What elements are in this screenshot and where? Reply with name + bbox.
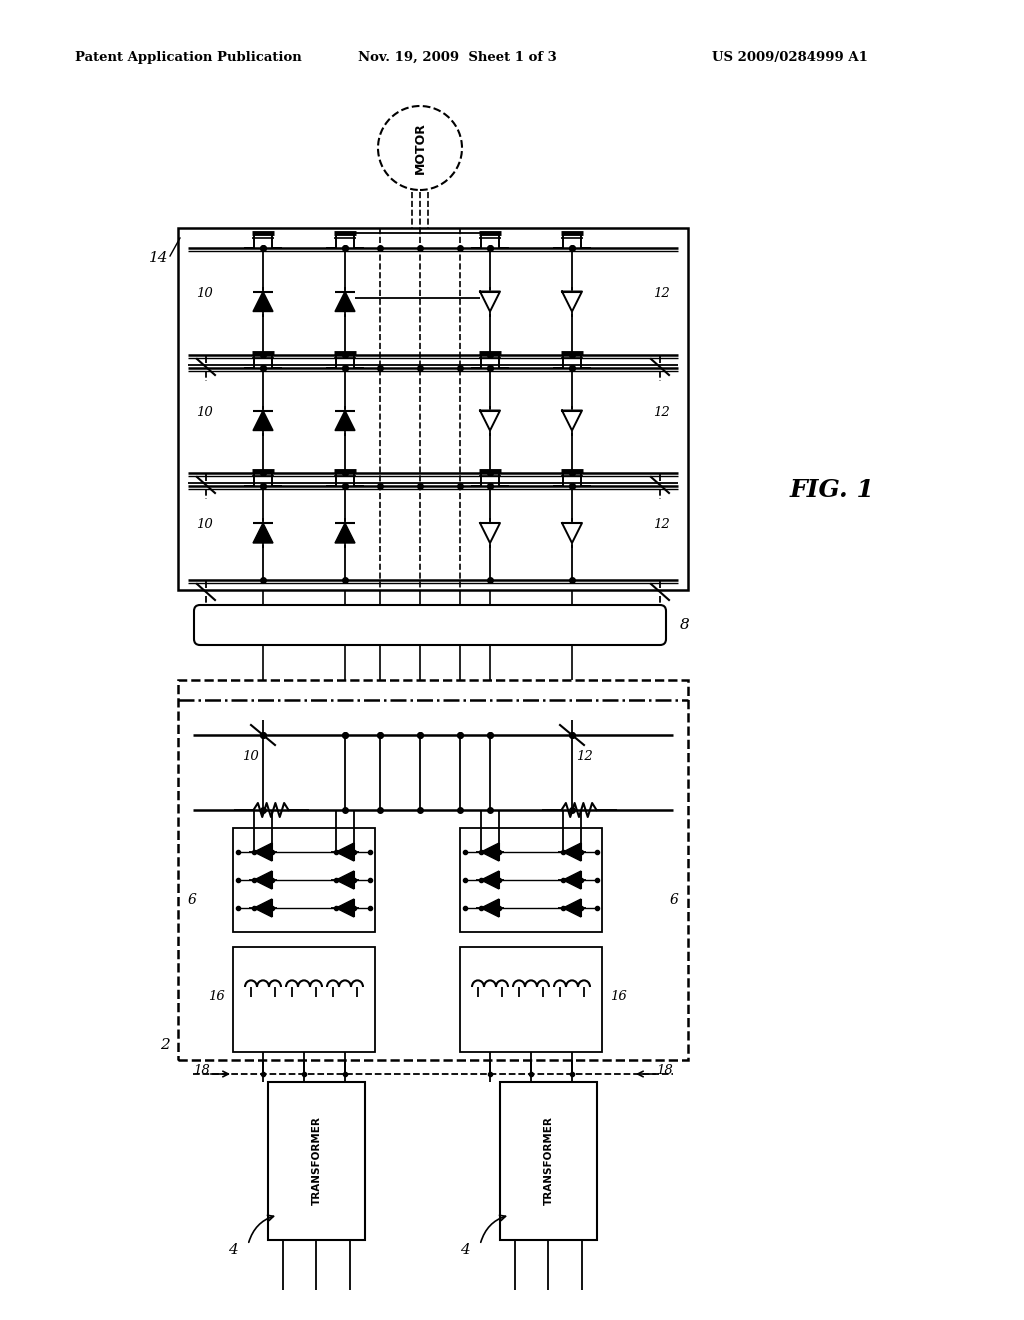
Text: 10: 10: [196, 519, 213, 532]
Polygon shape: [563, 843, 581, 861]
Bar: [460, 828, 602, 932]
Polygon shape: [481, 871, 499, 888]
Text: 14: 14: [148, 251, 168, 265]
Polygon shape: [254, 899, 272, 917]
Text: Patent Application Publication: Patent Application Publication: [75, 50, 302, 63]
Text: TRANSFORMER: TRANSFORMER: [544, 1117, 554, 1205]
Polygon shape: [481, 843, 499, 861]
Text: FIG. 1: FIG. 1: [790, 478, 874, 502]
Polygon shape: [336, 899, 354, 917]
Text: 12: 12: [653, 407, 670, 418]
Text: 6: 6: [188, 894, 197, 907]
Text: 18: 18: [656, 1064, 673, 1077]
Polygon shape: [480, 292, 500, 312]
Polygon shape: [336, 843, 354, 861]
Bar: [460, 946, 602, 1052]
Polygon shape: [253, 411, 273, 430]
Polygon shape: [562, 411, 582, 430]
Text: Nov. 19, 2009  Sheet 1 of 3: Nov. 19, 2009 Sheet 1 of 3: [358, 50, 557, 63]
Text: 12: 12: [653, 519, 670, 532]
Polygon shape: [563, 871, 581, 888]
Polygon shape: [480, 523, 500, 543]
Polygon shape: [254, 871, 272, 888]
Bar: [268, 1082, 365, 1239]
Polygon shape: [336, 871, 354, 888]
Polygon shape: [254, 843, 272, 861]
Polygon shape: [253, 292, 273, 312]
Polygon shape: [480, 411, 500, 430]
Polygon shape: [335, 523, 355, 543]
Ellipse shape: [378, 106, 462, 190]
Polygon shape: [253, 523, 273, 543]
Text: 2: 2: [160, 1038, 170, 1052]
Polygon shape: [562, 523, 582, 543]
Text: 10: 10: [196, 286, 213, 300]
Bar: [178, 228, 688, 590]
FancyBboxPatch shape: [194, 605, 666, 645]
Polygon shape: [335, 411, 355, 430]
Polygon shape: [335, 292, 355, 312]
Text: 18: 18: [194, 1064, 210, 1077]
Polygon shape: [562, 292, 582, 312]
Bar: [233, 946, 375, 1052]
Text: MOTOR: MOTOR: [414, 121, 427, 174]
Bar: [178, 680, 688, 1060]
Text: 12: 12: [653, 286, 670, 300]
Text: US 2009/0284999 A1: US 2009/0284999 A1: [712, 50, 868, 63]
Bar: [500, 1082, 597, 1239]
Text: 8: 8: [680, 618, 690, 632]
Text: 4: 4: [228, 1243, 238, 1257]
Bar: [233, 828, 375, 932]
Text: 16: 16: [610, 990, 627, 1003]
Text: 10: 10: [196, 407, 213, 418]
Text: 4: 4: [460, 1243, 470, 1257]
Polygon shape: [563, 899, 581, 917]
Text: TRANSFORMER: TRANSFORMER: [311, 1117, 322, 1205]
Text: 10: 10: [243, 751, 259, 763]
Text: 6: 6: [669, 894, 678, 907]
Text: 16: 16: [208, 990, 225, 1003]
Text: 12: 12: [575, 751, 593, 763]
Polygon shape: [481, 899, 499, 917]
